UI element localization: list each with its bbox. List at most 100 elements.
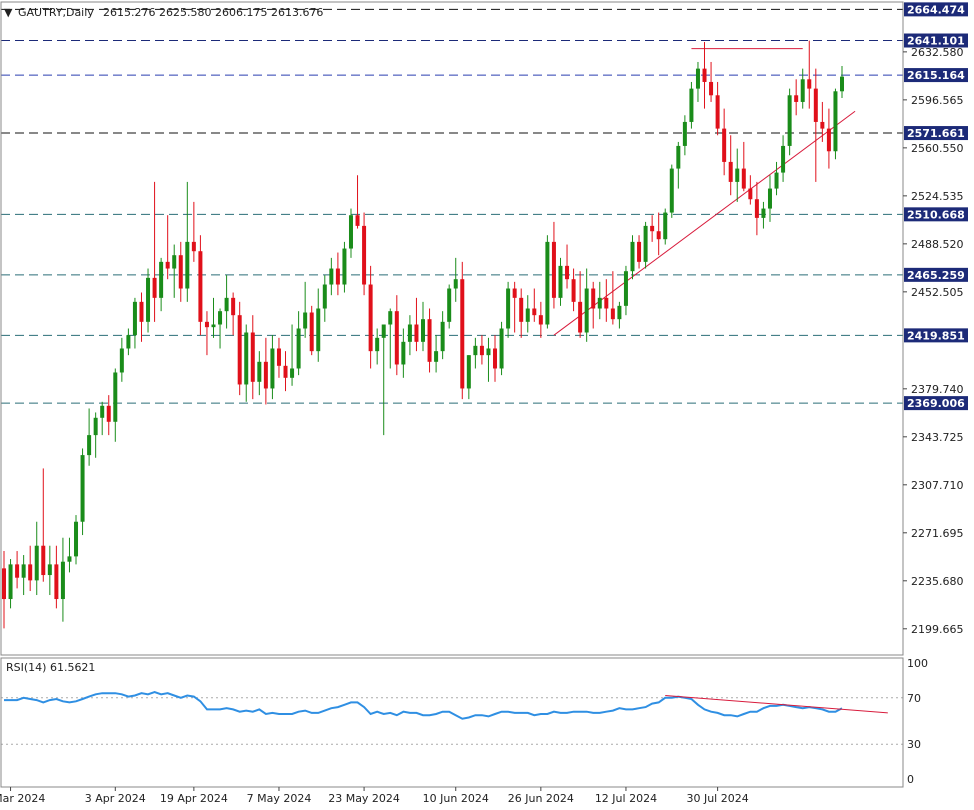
candle-body[interactable]	[754, 199, 759, 218]
candle-body[interactable]	[224, 297, 229, 312]
candle-body[interactable]	[617, 305, 622, 320]
candle-body[interactable]	[87, 435, 92, 456]
candle-body[interactable]	[466, 355, 471, 389]
candle-body[interactable]	[499, 328, 504, 369]
candle-body[interactable]	[813, 88, 818, 122]
trend-line-support[interactable]	[553, 110, 856, 336]
candle-body[interactable]	[512, 288, 517, 298]
candle-body[interactable]	[316, 308, 321, 352]
candle-body[interactable]	[283, 365, 288, 378]
candle-body[interactable]	[473, 345, 478, 356]
candle-body[interactable]	[545, 241, 550, 325]
candle-body[interactable]	[276, 348, 281, 366]
candle-body[interactable]	[715, 95, 720, 129]
candle-body[interactable]	[460, 279, 465, 389]
candle-body[interactable]	[394, 311, 399, 365]
candle-body[interactable]	[663, 212, 668, 240]
candle-body[interactable]	[807, 79, 812, 89]
candle-body[interactable]	[787, 95, 792, 146]
candle-body[interactable]	[682, 121, 687, 146]
candle-body[interactable]	[486, 348, 491, 356]
candle-body[interactable]	[296, 328, 301, 369]
candle-body[interactable]	[610, 308, 615, 320]
candle-body[interactable]	[440, 321, 445, 352]
candle-body[interactable]	[368, 284, 373, 352]
rsi-trend-line[interactable]	[665, 694, 888, 714]
candle-body[interactable]	[623, 271, 628, 306]
candle-body[interactable]	[447, 288, 452, 322]
candle-body[interactable]	[237, 315, 242, 385]
candle-body[interactable]	[571, 279, 576, 302]
candle-body[interactable]	[146, 277, 151, 322]
candle-body[interactable]	[191, 241, 196, 252]
candle-body[interactable]	[735, 168, 740, 182]
candle-body[interactable]	[427, 319, 432, 362]
candle-body[interactable]	[695, 68, 700, 89]
candle-body[interactable]	[93, 417, 98, 436]
candle-body[interactable]	[421, 319, 425, 342]
candle-body[interactable]	[748, 188, 753, 200]
candle-body[interactable]	[532, 308, 537, 316]
candle-body[interactable]	[401, 341, 406, 365]
candle-body[interactable]	[126, 335, 131, 349]
candle-body[interactable]	[702, 68, 707, 82]
candle-body[interactable]	[741, 168, 746, 189]
candle-body[interactable]	[597, 297, 602, 309]
candle-body[interactable]	[211, 324, 216, 328]
candle-body[interactable]	[60, 561, 65, 600]
candles[interactable]	[2, 40, 844, 629]
candle-body[interactable]	[630, 241, 635, 272]
candle-body[interactable]	[309, 312, 314, 352]
candle-body[interactable]	[362, 225, 367, 285]
candle-body[interactable]	[348, 215, 353, 249]
candle-body[interactable]	[244, 332, 249, 385]
candle-body[interactable]	[453, 279, 458, 289]
candle-body[interactable]	[2, 568, 6, 600]
candle-body[interactable]	[178, 255, 183, 289]
candle-body[interactable]	[250, 332, 255, 382]
candle-body[interactable]	[656, 231, 661, 240]
candle-body[interactable]	[290, 368, 295, 378]
dropdown-triangle-icon[interactable]: ▼	[4, 6, 13, 19]
candle-body[interactable]	[322, 284, 327, 309]
candle-body[interactable]	[774, 172, 779, 189]
candle-body[interactable]	[165, 261, 170, 269]
candle-body[interactable]	[21, 564, 26, 578]
candle-body[interactable]	[414, 324, 419, 342]
candle-body[interactable]	[709, 81, 714, 96]
candle-body[interactable]	[106, 405, 111, 422]
candle-body[interactable]	[47, 564, 52, 576]
candle-body[interactable]	[388, 311, 393, 325]
candle-body[interactable]	[375, 337, 380, 352]
candle-body[interactable]	[381, 324, 386, 338]
candle-body[interactable]	[604, 297, 609, 309]
candle-body[interactable]	[270, 348, 275, 389]
candle-body[interactable]	[41, 545, 46, 576]
candle-body[interactable]	[113, 372, 118, 422]
candle-body[interactable]	[676, 145, 681, 169]
candle-body[interactable]	[479, 345, 484, 356]
candle-body[interactable]	[722, 128, 727, 162]
candle-body[interactable]	[263, 361, 268, 389]
candle-body[interactable]	[335, 268, 340, 285]
candle-body[interactable]	[761, 208, 766, 218]
candle-body[interactable]	[538, 315, 543, 325]
candle-body[interactable]	[637, 241, 642, 262]
candle-body[interactable]	[8, 564, 13, 600]
candle-body[interactable]	[204, 321, 209, 328]
candle-body[interactable]	[152, 277, 157, 298]
candle-body[interactable]	[584, 288, 589, 333]
candle-body[interactable]	[355, 215, 360, 226]
candle-body[interactable]	[833, 91, 838, 152]
candle-body[interactable]	[767, 188, 772, 209]
candle-body[interactable]	[551, 241, 556, 298]
candle-body[interactable]	[800, 79, 805, 102]
candle-body[interactable]	[119, 348, 124, 373]
candle-body[interactable]	[303, 312, 308, 329]
candle-body[interactable]	[493, 348, 498, 369]
candle-body[interactable]	[781, 145, 786, 173]
candle-body[interactable]	[525, 308, 530, 322]
candle-body[interactable]	[578, 301, 583, 333]
candle-body[interactable]	[100, 405, 105, 418]
